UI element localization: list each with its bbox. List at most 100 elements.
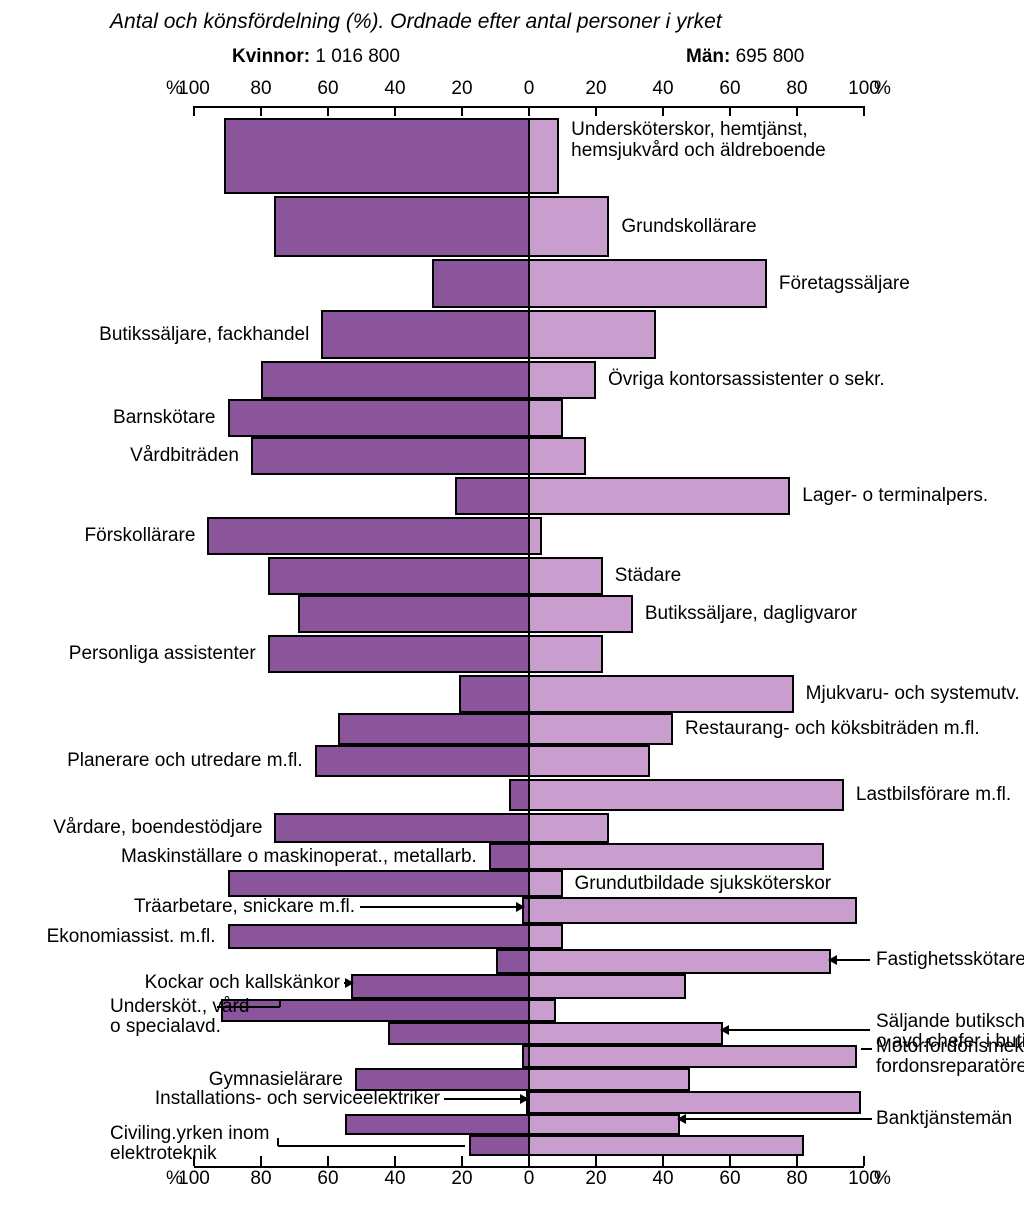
row-label: Grundutbildade sjuksköterskor bbox=[575, 874, 832, 895]
axis-tick-label: 60 bbox=[317, 78, 338, 100]
bar-left bbox=[261, 361, 530, 399]
kvinnor-value: 1 016 800 bbox=[315, 46, 400, 67]
top-axis: %10080604020020406080100% bbox=[10, 78, 1024, 106]
row-label: Företagssäljare bbox=[779, 274, 910, 295]
bottom-axis: %10080604020020406080100% bbox=[10, 1168, 1024, 1196]
axis-tick-label: 0 bbox=[524, 78, 535, 100]
row-label: Undersköterskor, hemtjänst,hemsjukvård o… bbox=[571, 120, 826, 162]
bar-right bbox=[528, 399, 563, 437]
bar-right bbox=[528, 924, 563, 949]
bar-left bbox=[455, 477, 530, 515]
axis-tick-label: 20 bbox=[451, 78, 472, 100]
arrow bbox=[278, 1145, 465, 1147]
bar-right bbox=[528, 974, 686, 999]
row-label: Maskinställare o maskinoperat., metallar… bbox=[121, 847, 477, 868]
pct-symbol: % bbox=[874, 1168, 891, 1190]
axis-tick-label: 40 bbox=[652, 78, 673, 100]
row-label: Motorfordonsmek. ofordonsreparatörer bbox=[876, 1037, 1024, 1079]
axis-tick-label: 40 bbox=[384, 78, 405, 100]
row-label: Lastbilsförare m.fl. bbox=[856, 785, 1011, 806]
row-label: Vårdare, boendestödjare bbox=[53, 818, 262, 839]
bar-right bbox=[528, 897, 857, 924]
bar-left bbox=[228, 870, 531, 897]
bar-left bbox=[509, 779, 530, 811]
bar-left bbox=[338, 713, 530, 745]
row-label: Banktjänstemän bbox=[876, 1109, 1012, 1130]
axis-tick-label: 80 bbox=[786, 78, 807, 100]
bar-right bbox=[528, 675, 794, 713]
row-label: Butikssäljare, dagligvaror bbox=[645, 604, 857, 625]
bar-right bbox=[528, 196, 609, 257]
bar-left bbox=[469, 1135, 530, 1156]
bar-right bbox=[528, 437, 586, 475]
arrow-head bbox=[516, 902, 525, 912]
bar-right bbox=[528, 949, 831, 974]
bar-right bbox=[528, 813, 609, 843]
bar-left bbox=[496, 949, 531, 974]
bar-left bbox=[228, 399, 531, 437]
bar-left bbox=[345, 1114, 530, 1135]
axis-tick-label: 60 bbox=[719, 78, 740, 100]
row-label: Kockar och kallskänkor bbox=[145, 973, 340, 994]
row-label: Mjukvaru- och systemutv. m.fl. bbox=[806, 684, 1024, 705]
bar-left bbox=[251, 437, 530, 475]
bar-right bbox=[528, 361, 596, 399]
bar-right bbox=[528, 517, 542, 555]
bar-left bbox=[268, 557, 530, 595]
arrow bbox=[727, 1029, 870, 1031]
row-label: Installations- och serviceelektriker bbox=[155, 1089, 440, 1110]
bar-right bbox=[528, 779, 844, 811]
row-label: Städare bbox=[615, 566, 682, 587]
bar-right bbox=[528, 557, 603, 595]
arrow bbox=[684, 1118, 872, 1120]
row-label: Butikssäljare, fackhandel bbox=[99, 325, 309, 346]
bar-left bbox=[268, 635, 530, 673]
bar-right bbox=[528, 713, 673, 745]
bar-left bbox=[274, 813, 530, 843]
bar-right bbox=[528, 118, 559, 194]
axis-tick-label: 60 bbox=[317, 1168, 338, 1190]
arrow bbox=[217, 1006, 280, 1008]
arrow-head bbox=[677, 1114, 686, 1124]
bar-right bbox=[528, 1068, 690, 1091]
axis-tick-label: 100 bbox=[178, 78, 210, 100]
row-label: Restaurang- och köksbiträden m.fl. bbox=[685, 719, 980, 740]
row-label: Planerare och utredare m.fl. bbox=[67, 751, 303, 772]
bar-right bbox=[528, 1091, 861, 1114]
axis-tick-label: 100 bbox=[178, 1168, 210, 1190]
axis-tick-label: 80 bbox=[786, 1168, 807, 1190]
bar-left bbox=[298, 595, 530, 633]
arrow bbox=[861, 1048, 872, 1050]
arrow bbox=[444, 1098, 522, 1100]
row-label: Övriga kontorsassistenter o sekr. bbox=[608, 370, 885, 391]
kvinnor-label: Kvinnor: bbox=[232, 46, 310, 67]
bar-right bbox=[528, 259, 767, 308]
row-label: Ekonomiassist. m.fl. bbox=[47, 927, 216, 948]
axis-tick-label: 0 bbox=[524, 1168, 535, 1190]
arrow bbox=[360, 906, 518, 908]
subhead: Kvinnor: 1 016 800 Män: 695 800 bbox=[10, 46, 1024, 72]
bar-right bbox=[528, 999, 556, 1022]
bar-right bbox=[528, 745, 650, 777]
row-label: Barnskötare bbox=[113, 408, 215, 429]
diverging-bar-chart: %10080604020020406080100% Underskötersko… bbox=[10, 78, 1024, 1196]
axis-tick-label: 20 bbox=[585, 78, 606, 100]
arrow-head bbox=[345, 978, 354, 988]
arrow-head bbox=[520, 1094, 529, 1104]
row-label: Undersköt., vård-o specialavd. bbox=[110, 997, 256, 1039]
bar-left bbox=[351, 974, 530, 999]
bar-right bbox=[528, 595, 633, 633]
axis-tick-label: 20 bbox=[585, 1168, 606, 1190]
chart-title: Antal och könsfördelning (%). Ordnade ef… bbox=[110, 10, 1024, 34]
axis-tick-label: 80 bbox=[250, 1168, 271, 1190]
axis-tick-label: 40 bbox=[652, 1168, 673, 1190]
row-label: Fastighetsskötare bbox=[876, 950, 1024, 971]
bar-left bbox=[321, 310, 530, 359]
bar-left bbox=[315, 745, 530, 777]
row-label: Förskollärare bbox=[85, 526, 196, 547]
arrow-head bbox=[720, 1025, 729, 1035]
row-label: Lager- o terminalpers. bbox=[802, 486, 988, 507]
axis-tick-label: 20 bbox=[451, 1168, 472, 1190]
axis-tick-label: 60 bbox=[719, 1168, 740, 1190]
row-label: Träarbetare, snickare m.fl. bbox=[134, 897, 355, 918]
